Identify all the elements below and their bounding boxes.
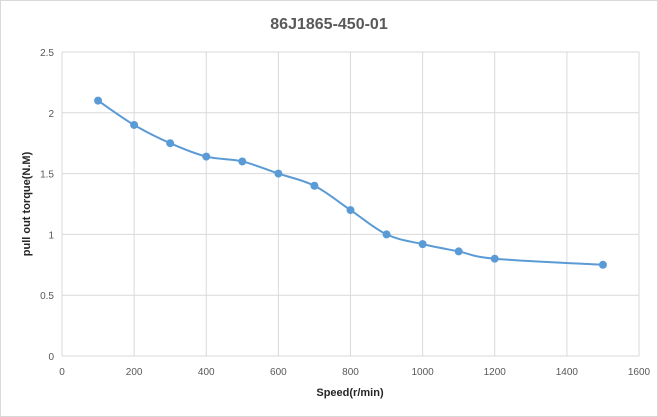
data-point <box>310 181 319 190</box>
data-point <box>346 206 355 215</box>
grid-lines <box>61 51 640 357</box>
data-point <box>454 247 463 256</box>
data-point <box>598 260 607 269</box>
data-point <box>274 169 283 178</box>
y-tick-label: 1.5 <box>40 170 54 181</box>
chart-title: 86J1865-450-01 <box>270 16 388 33</box>
x-tick-label: 200 <box>126 367 143 378</box>
x-tick-label: 600 <box>270 367 287 378</box>
data-point <box>130 120 139 129</box>
data-point <box>238 157 247 166</box>
x-tick-label: 1600 <box>628 367 651 378</box>
x-tick-label: 800 <box>342 367 359 378</box>
data-point <box>490 254 499 263</box>
y-axis-label: pull out torque(N.M) <box>21 151 33 256</box>
data-point <box>418 240 427 249</box>
y-axis-ticks: 0 0.5 1 1.5 2 2.5 <box>40 48 54 363</box>
x-tick-label: 1000 <box>412 367 435 378</box>
series-markers <box>94 96 607 269</box>
data-point <box>94 96 103 105</box>
x-tick-label: 1400 <box>556 367 579 378</box>
x-axis-ticks: 0 200 400 600 800 1000 1200 1400 1600 <box>59 367 650 378</box>
x-tick-label: 1200 <box>484 367 507 378</box>
y-tick-label: 1 <box>48 230 54 241</box>
y-tick-label: 2.5 <box>40 48 54 59</box>
data-point <box>166 139 175 148</box>
x-tick-label: 400 <box>198 367 215 378</box>
x-axis-label: Speed(r/min) <box>316 387 384 399</box>
data-point <box>382 230 391 239</box>
x-tick-label: 0 <box>59 367 65 378</box>
y-tick-label: 0.5 <box>40 291 54 302</box>
data-point <box>202 152 211 161</box>
y-tick-label: 2 <box>48 109 54 120</box>
y-tick-label: 0 <box>48 352 54 363</box>
